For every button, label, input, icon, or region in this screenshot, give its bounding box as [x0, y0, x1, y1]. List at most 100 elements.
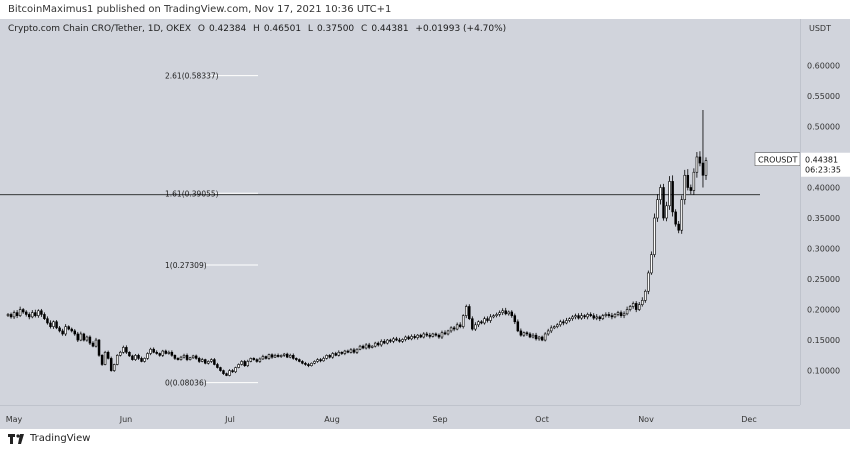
candle-body[interactable] — [252, 358, 256, 360]
candle-body[interactable] — [234, 367, 237, 373]
candle-body[interactable] — [616, 312, 620, 315]
candle-body[interactable] — [525, 332, 529, 335]
candle-body[interactable] — [55, 321, 58, 329]
candle-body[interactable] — [97, 339, 101, 356]
candle-body[interactable] — [146, 353, 149, 359]
candle-body[interactable] — [580, 315, 583, 319]
candle-body[interactable] — [304, 362, 307, 365]
candle-body[interactable] — [328, 355, 331, 358]
candle-body[interactable] — [191, 355, 195, 359]
candle-body[interactable] — [692, 171, 696, 191]
candle-body[interactable] — [361, 345, 365, 349]
candle-body[interactable] — [495, 314, 498, 316]
candle-body[interactable] — [516, 321, 520, 332]
candle-body[interactable] — [504, 310, 507, 315]
candle-body[interactable] — [559, 321, 562, 326]
candle-body[interactable] — [680, 199, 683, 231]
candle-body[interactable] — [622, 313, 626, 316]
candle-body[interactable] — [595, 316, 598, 319]
candle-body[interactable] — [577, 315, 580, 319]
candle-body[interactable] — [210, 359, 213, 362]
candle-body[interactable] — [188, 357, 192, 360]
candle-body[interactable] — [343, 350, 347, 354]
candle-body[interactable] — [67, 326, 70, 330]
candle-body[interactable] — [273, 355, 277, 358]
candle-body[interactable] — [556, 324, 559, 327]
candle-body[interactable] — [583, 315, 586, 318]
candle-body[interactable] — [61, 330, 64, 335]
candle-body[interactable] — [425, 333, 429, 336]
candle-body[interactable] — [546, 330, 550, 335]
candle-body[interactable] — [501, 310, 504, 313]
candle-body[interactable] — [58, 327, 61, 332]
candle-body[interactable] — [173, 355, 177, 359]
candle-body[interactable] — [18, 309, 22, 316]
candle-body[interactable] — [197, 358, 201, 362]
candle-body[interactable] — [231, 370, 234, 373]
candle-body[interactable] — [656, 199, 659, 219]
candle-body[interactable] — [674, 211, 677, 225]
candle-body[interactable] — [109, 358, 113, 371]
candle-body[interactable] — [310, 362, 313, 367]
price-axis[interactable]: USDT 0.10000 0.15000 0.20000 0.25000 0.30000 0… — [800, 19, 850, 405]
candle-body[interactable] — [122, 347, 125, 353]
candle-body[interactable] — [349, 349, 353, 353]
candle-body[interactable] — [243, 361, 246, 367]
candle-body[interactable] — [519, 330, 523, 336]
candle-body[interactable] — [540, 336, 544, 341]
candle-body[interactable] — [534, 334, 538, 340]
candle-body[interactable] — [628, 306, 632, 310]
candle-body[interactable] — [161, 350, 165, 356]
candle-body[interactable] — [446, 330, 450, 335]
candle-body[interactable] — [449, 327, 453, 332]
candle-body[interactable] — [46, 318, 49, 324]
candle-body[interactable] — [134, 355, 137, 360]
candle-body[interactable] — [152, 348, 155, 353]
candle-body[interactable] — [653, 217, 656, 255]
candle-body[interactable] — [367, 344, 371, 348]
candle-body[interactable] — [489, 316, 492, 321]
candle-body[interactable] — [440, 332, 444, 338]
candle-body[interactable] — [94, 339, 98, 347]
candle-body[interactable] — [610, 315, 614, 318]
candle-body[interactable] — [301, 361, 304, 364]
candle-body[interactable] — [458, 324, 462, 327]
candle-body[interactable] — [662, 187, 665, 219]
candle-body[interactable] — [568, 318, 571, 321]
candle-body[interactable] — [316, 359, 319, 362]
candle-body[interactable] — [182, 355, 186, 358]
candle-body[interactable] — [12, 312, 16, 318]
candle-body[interactable] — [698, 156, 702, 164]
candle-body[interactable] — [619, 312, 623, 316]
candle-body[interactable] — [91, 342, 95, 347]
candle-body[interactable] — [116, 355, 119, 365]
candle-body[interactable] — [15, 312, 19, 316]
candle-body[interactable] — [543, 333, 547, 341]
candle-body[interactable] — [204, 359, 207, 364]
candle-body[interactable] — [307, 364, 310, 367]
candle-body[interactable] — [28, 314, 31, 318]
candle-body[interactable] — [601, 315, 605, 320]
candle-body[interactable] — [631, 303, 635, 307]
candle-body[interactable] — [167, 351, 171, 354]
candle-body[interactable] — [465, 306, 468, 316]
candle-body[interactable] — [137, 355, 140, 359]
candle-body[interactable] — [21, 309, 25, 313]
candle-body[interactable] — [249, 358, 253, 362]
candle-body[interactable] — [246, 361, 249, 367]
candle-body[interactable] — [82, 333, 86, 341]
candle-body[interactable] — [677, 223, 680, 231]
candle-body[interactable] — [383, 340, 386, 344]
candle-body[interactable] — [279, 355, 283, 357]
candle-body[interactable] — [598, 316, 602, 320]
candle-body[interactable] — [437, 334, 441, 338]
candle-body[interactable] — [213, 359, 216, 365]
candle-body[interactable] — [9, 314, 13, 318]
candle-body[interactable] — [522, 332, 526, 336]
candle-body[interactable] — [689, 187, 693, 191]
candle-body[interactable] — [562, 321, 565, 324]
candle-body[interactable] — [207, 361, 210, 364]
candle-body[interactable] — [164, 350, 168, 354]
